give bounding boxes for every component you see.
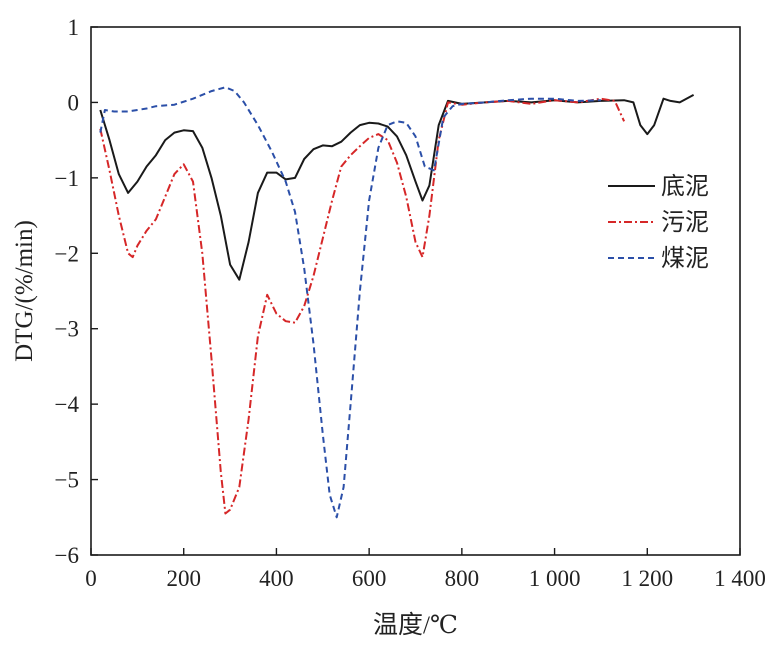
x-tick-label: 200 <box>166 566 201 591</box>
y-tick-label: −5 <box>55 468 79 493</box>
series-lines <box>99 86 695 519</box>
x-tick-label: 0 <box>85 566 97 591</box>
y-tick-label: −4 <box>55 392 80 417</box>
x-tick-label: 800 <box>445 566 480 591</box>
x-tick-label: 1 000 <box>529 566 581 591</box>
x-tick-label: 400 <box>259 566 294 591</box>
x-tick-label: 1 200 <box>621 566 673 591</box>
legend-label: 煤泥 <box>661 245 709 272</box>
y-tick-label: −6 <box>55 543 79 568</box>
x-tick-label: 600 <box>352 566 387 591</box>
series-line-3 <box>99 86 601 519</box>
x-axis-title: 温度/℃ <box>373 611 458 639</box>
y-tick-label: 0 <box>68 90 80 115</box>
series-line-2 <box>99 97 626 515</box>
series-line-1 <box>99 94 695 281</box>
y-tick-label: −3 <box>55 317 79 342</box>
y-tick-label: 1 <box>68 15 80 40</box>
legend-label: 污泥 <box>661 209 709 236</box>
plot-frame <box>90 26 741 556</box>
axis-ticks: 0 200 400 600 800 1 000 1 200 1 400 1 0 −1 −2 −3 −4 −5… <box>55 15 766 591</box>
x-tick-label: 1 400 <box>714 566 766 591</box>
y-tick-label: −1 <box>55 166 79 191</box>
y-axis-title: DTG/(%/min) <box>11 220 38 362</box>
y-tick-label: −2 <box>55 241 79 266</box>
legend-label: 底泥 <box>661 173 709 200</box>
